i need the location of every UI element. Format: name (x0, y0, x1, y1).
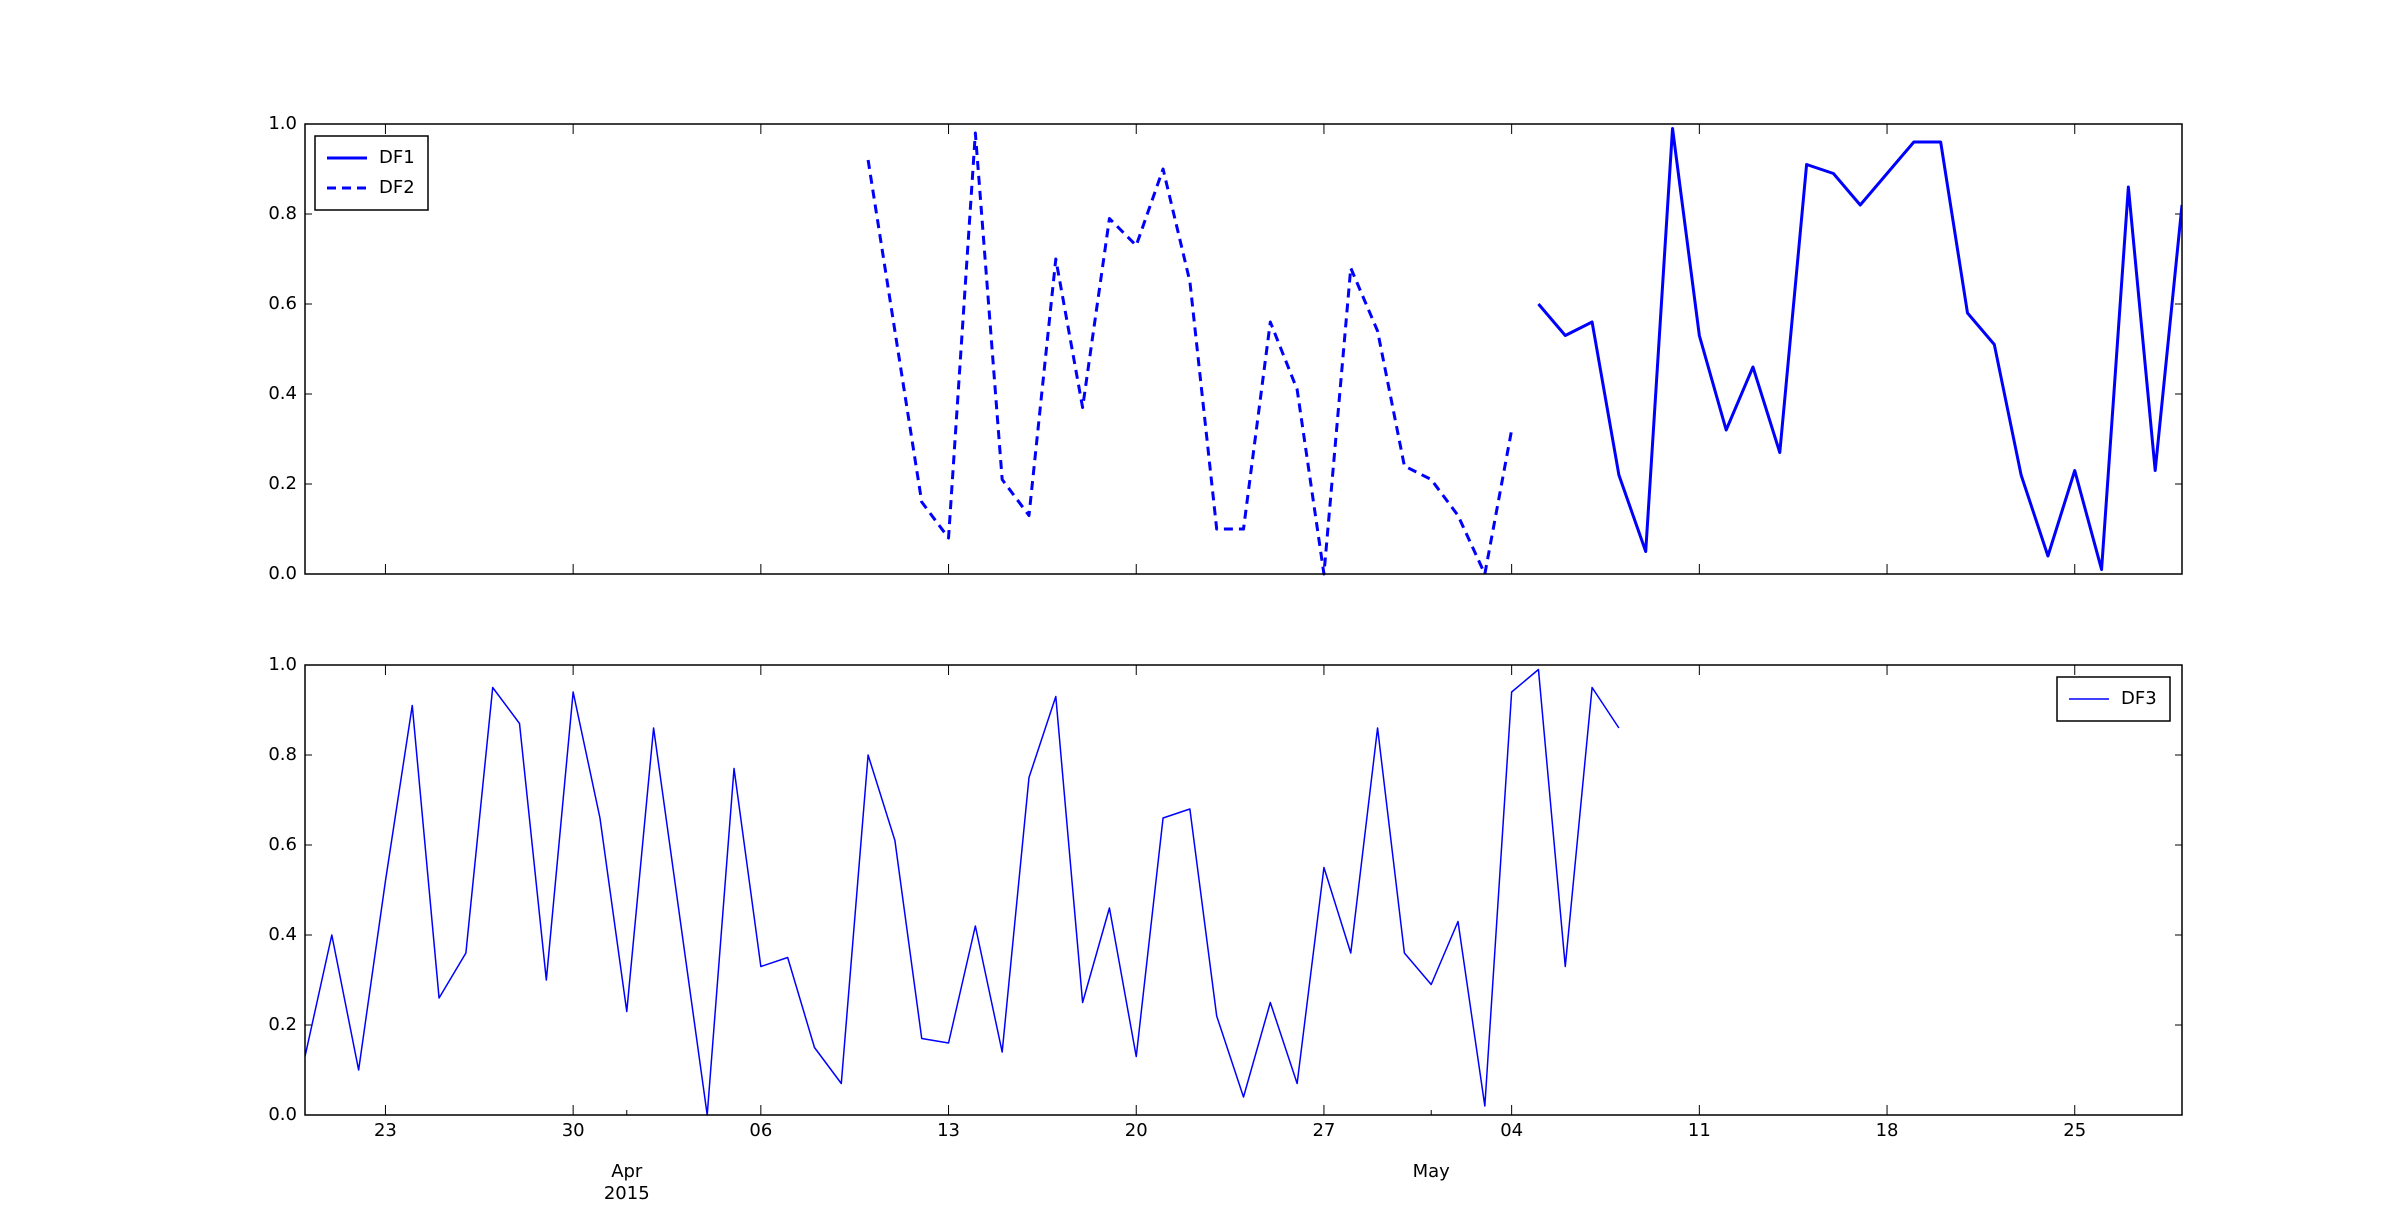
x-tick-label: 23 (374, 1120, 397, 1141)
x-tick-label: 11 (1688, 1120, 1711, 1141)
x-tick-label: 13 (937, 1120, 960, 1141)
y-tick-label: 0.0 (268, 1104, 297, 1125)
legend-box (314, 135, 429, 211)
line-series (305, 668, 1620, 1116)
x-tick-label: 25 (2063, 1120, 2086, 1141)
plot-frame (304, 664, 2183, 1116)
x-tick-label: 18 (1876, 1120, 1899, 1141)
y-tick-label: 0.8 (268, 203, 297, 224)
x-tick-label: 27 (1312, 1120, 1335, 1141)
x-month-label: Apr (611, 1161, 643, 1182)
line-series (1537, 127, 2182, 571)
y-tick-label: 0.8 (268, 744, 297, 765)
plot-frame (304, 123, 2183, 575)
x-month-label: May (1413, 1161, 1451, 1182)
y-tick-label: 0.4 (268, 383, 297, 404)
plot-area (305, 665, 2182, 1115)
legend-entry: DF3 (2121, 688, 2157, 709)
x-tick-label: 04 (1500, 1120, 1523, 1141)
legend-entry: DF1 (379, 147, 415, 168)
y-tick-label: 0.2 (268, 1014, 297, 1035)
line-series (866, 131, 1514, 576)
y-tick-label: 0.6 (268, 293, 297, 314)
x-tick-label: 30 (562, 1120, 585, 1141)
subplot: 0.0 0.2 0.4 0.6 0.8 1.0 23 30 06 13 20 27 04 11 18 25 Ap… (268, 654, 2183, 1204)
x-year-label: 2015 (604, 1183, 650, 1204)
y-tick-label: 0.4 (268, 924, 297, 945)
y-tick-label: 1.0 (268, 113, 297, 134)
subplot: 0.0 0.2 0.4 0.6 0.8 1.0 DF1 DF2 (268, 113, 2183, 584)
y-tick-label: 0.2 (268, 473, 297, 494)
plot-area (305, 124, 2182, 574)
y-tick-label: 0.0 (268, 563, 297, 584)
y-tick-label: 1.0 (268, 654, 297, 675)
x-tick-label: 06 (749, 1120, 772, 1141)
legend-entry: DF2 (379, 177, 415, 198)
y-tick-label: 0.6 (268, 834, 297, 855)
x-tick-label: 20 (1125, 1120, 1148, 1141)
